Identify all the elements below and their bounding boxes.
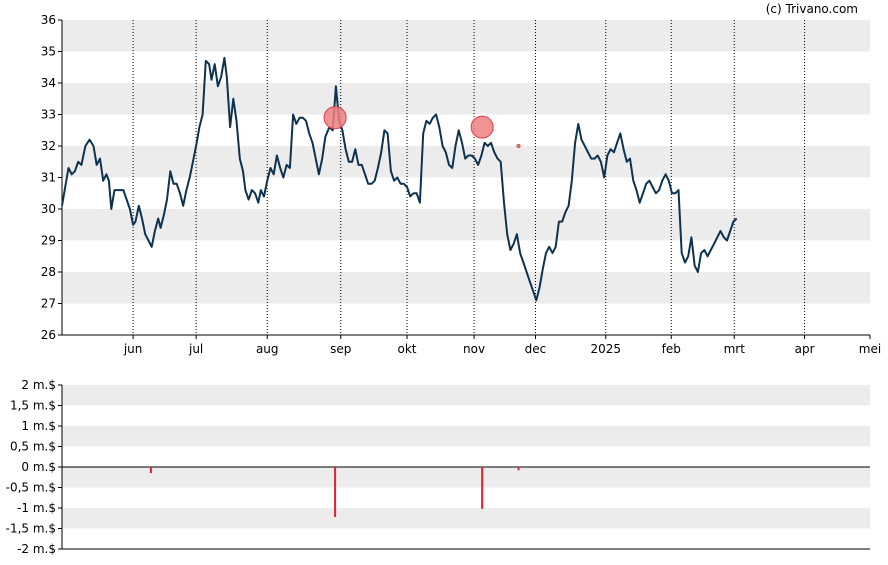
month-label: jul	[188, 342, 203, 356]
price-y-tick-label: 29	[41, 234, 56, 248]
volume-y-tick-label: -1 m.$	[17, 501, 56, 515]
price-band	[62, 209, 870, 241]
month-label: nov	[463, 342, 485, 356]
price-y-tick-label: 30	[41, 202, 56, 216]
volume-y-tick-label: 1,5 m.$	[10, 399, 56, 413]
month-label: aug	[256, 342, 279, 356]
volume-bar	[481, 467, 484, 509]
price-y-tick-label: 32	[41, 139, 56, 153]
price-event-marker	[323, 106, 347, 130]
price-event-marker	[516, 144, 521, 148]
price-band	[62, 272, 870, 304]
volume-y-tick-label: 1 m.$	[21, 419, 56, 433]
volume-y-tick-label: -0,5 m.$	[6, 481, 56, 495]
price-band	[62, 146, 870, 178]
volume-band	[62, 426, 870, 447]
volume-y-tick-label: 0 m.$	[21, 460, 56, 474]
month-label: 2025	[591, 342, 622, 356]
price-y-tick-label: 33	[41, 108, 56, 122]
price-markers	[323, 106, 521, 148]
month-label: feb	[662, 342, 681, 356]
price-axis: 26 27 28 29 30 31 32 33 34 35 36	[41, 13, 870, 342]
price-band	[62, 20, 870, 52]
price-event-marker	[470, 115, 494, 139]
price-band	[62, 83, 870, 115]
price-line-group	[61, 56, 738, 302]
volume-y-tick-label: -2 m.$	[17, 542, 56, 556]
price-bands	[62, 20, 870, 304]
price-y-tick-label: 27	[41, 297, 56, 311]
volume-y-tick-label: 2 m.$	[21, 378, 56, 392]
price-series-line	[61, 56, 738, 302]
price-y-tick-label: 35	[41, 45, 56, 59]
volume-y-tick-label: 0,5 m.$	[10, 440, 56, 454]
month-label: okt	[398, 342, 417, 356]
price-y-tick-label: 36	[41, 13, 56, 27]
month-label: dec	[525, 342, 547, 356]
volume-band	[62, 385, 870, 406]
month-label: sep	[330, 342, 351, 356]
volume-bar	[517, 467, 520, 471]
month-label: jun	[123, 342, 143, 356]
volume-bars	[149, 467, 520, 518]
month-label: mrt	[724, 342, 746, 356]
price-y-tick-label: 28	[41, 265, 56, 279]
watermark: (c) Trivano.com	[766, 2, 858, 16]
month-labels: jun jul aug sep okt nov dec 2025 feb mrt apr mei	[123, 335, 881, 356]
volume-bands	[62, 385, 870, 529]
volume-bar	[334, 467, 337, 518]
price-y-tick-label: 34	[41, 76, 56, 90]
price-y-tick-label: 31	[41, 171, 56, 185]
volume-y-tick-label: -1,5 m.$	[6, 522, 56, 536]
volume-band	[62, 508, 870, 529]
volume-axis: -2 m.$ -1,5 m.$ -1 m.$ -0,5 m.$ 0 m.$ 0,5 m.$…	[6, 378, 870, 556]
month-label: mei	[859, 342, 881, 356]
volume-band	[62, 467, 870, 488]
month-label: apr	[795, 342, 815, 356]
volume-bar	[149, 467, 152, 474]
price-y-tick-label: 26	[41, 328, 56, 342]
